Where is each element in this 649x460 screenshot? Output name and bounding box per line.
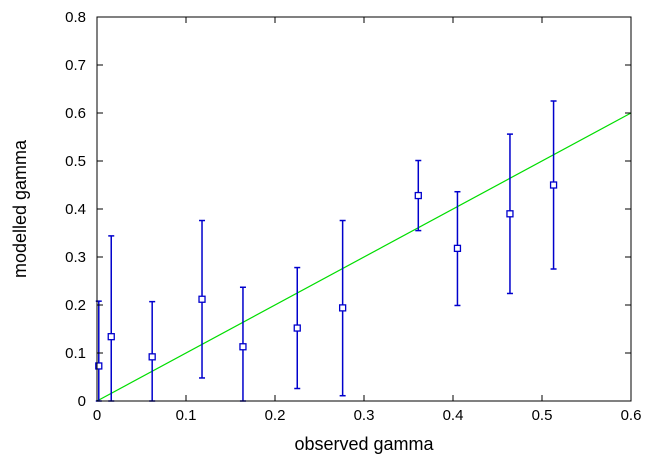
y-tick-label: 0.2 <box>65 297 86 314</box>
x-tick-label: 0.4 <box>443 407 464 424</box>
x-tick-label: 0.5 <box>532 407 553 424</box>
data-point-marker <box>338 304 347 312</box>
data-point-marker <box>453 244 462 253</box>
data-point-marker <box>239 343 247 351</box>
axis-ticks: 0 0.1 0.2 0.3 0.4 0.5 0.6 0 0.1 0.2 0.3 0.4 0.5 0.6 0.… <box>65 9 641 424</box>
plot-frame <box>96 16 632 402</box>
data-point-marker <box>107 333 115 341</box>
data-point-marker <box>148 353 156 361</box>
x-axis-label: observed gamma <box>294 434 434 454</box>
y-tick-label: 0.1 <box>65 345 86 362</box>
x-tick-label: 0.3 <box>354 407 375 424</box>
data-point-marker <box>506 210 514 218</box>
data-point-marker <box>414 191 422 200</box>
y-tick-label: 0.5 <box>65 153 86 170</box>
data-point-marker <box>95 362 103 370</box>
x-tick-label: 0 <box>93 407 101 424</box>
data-point-marker <box>293 324 301 332</box>
y-tick-label: 0.3 <box>65 249 86 266</box>
data-point-marker <box>198 295 206 303</box>
fit-line <box>96 112 632 402</box>
y-axis-label: modelled gamma <box>10 139 30 278</box>
y-tick-label: 0.6 <box>65 105 86 122</box>
x-tick-label: 0.1 <box>176 407 197 424</box>
x-tick-label: 0.2 <box>265 407 286 424</box>
y-tick-label: 0.8 <box>65 9 86 26</box>
data-point-marker <box>549 181 558 189</box>
x-tick-label: 0.6 <box>621 407 642 424</box>
y-tick-label: 0 <box>78 393 86 410</box>
y-tick-label: 0.7 <box>65 57 86 74</box>
y-tick-label: 0.4 <box>65 201 86 218</box>
plot-area <box>95 100 632 402</box>
